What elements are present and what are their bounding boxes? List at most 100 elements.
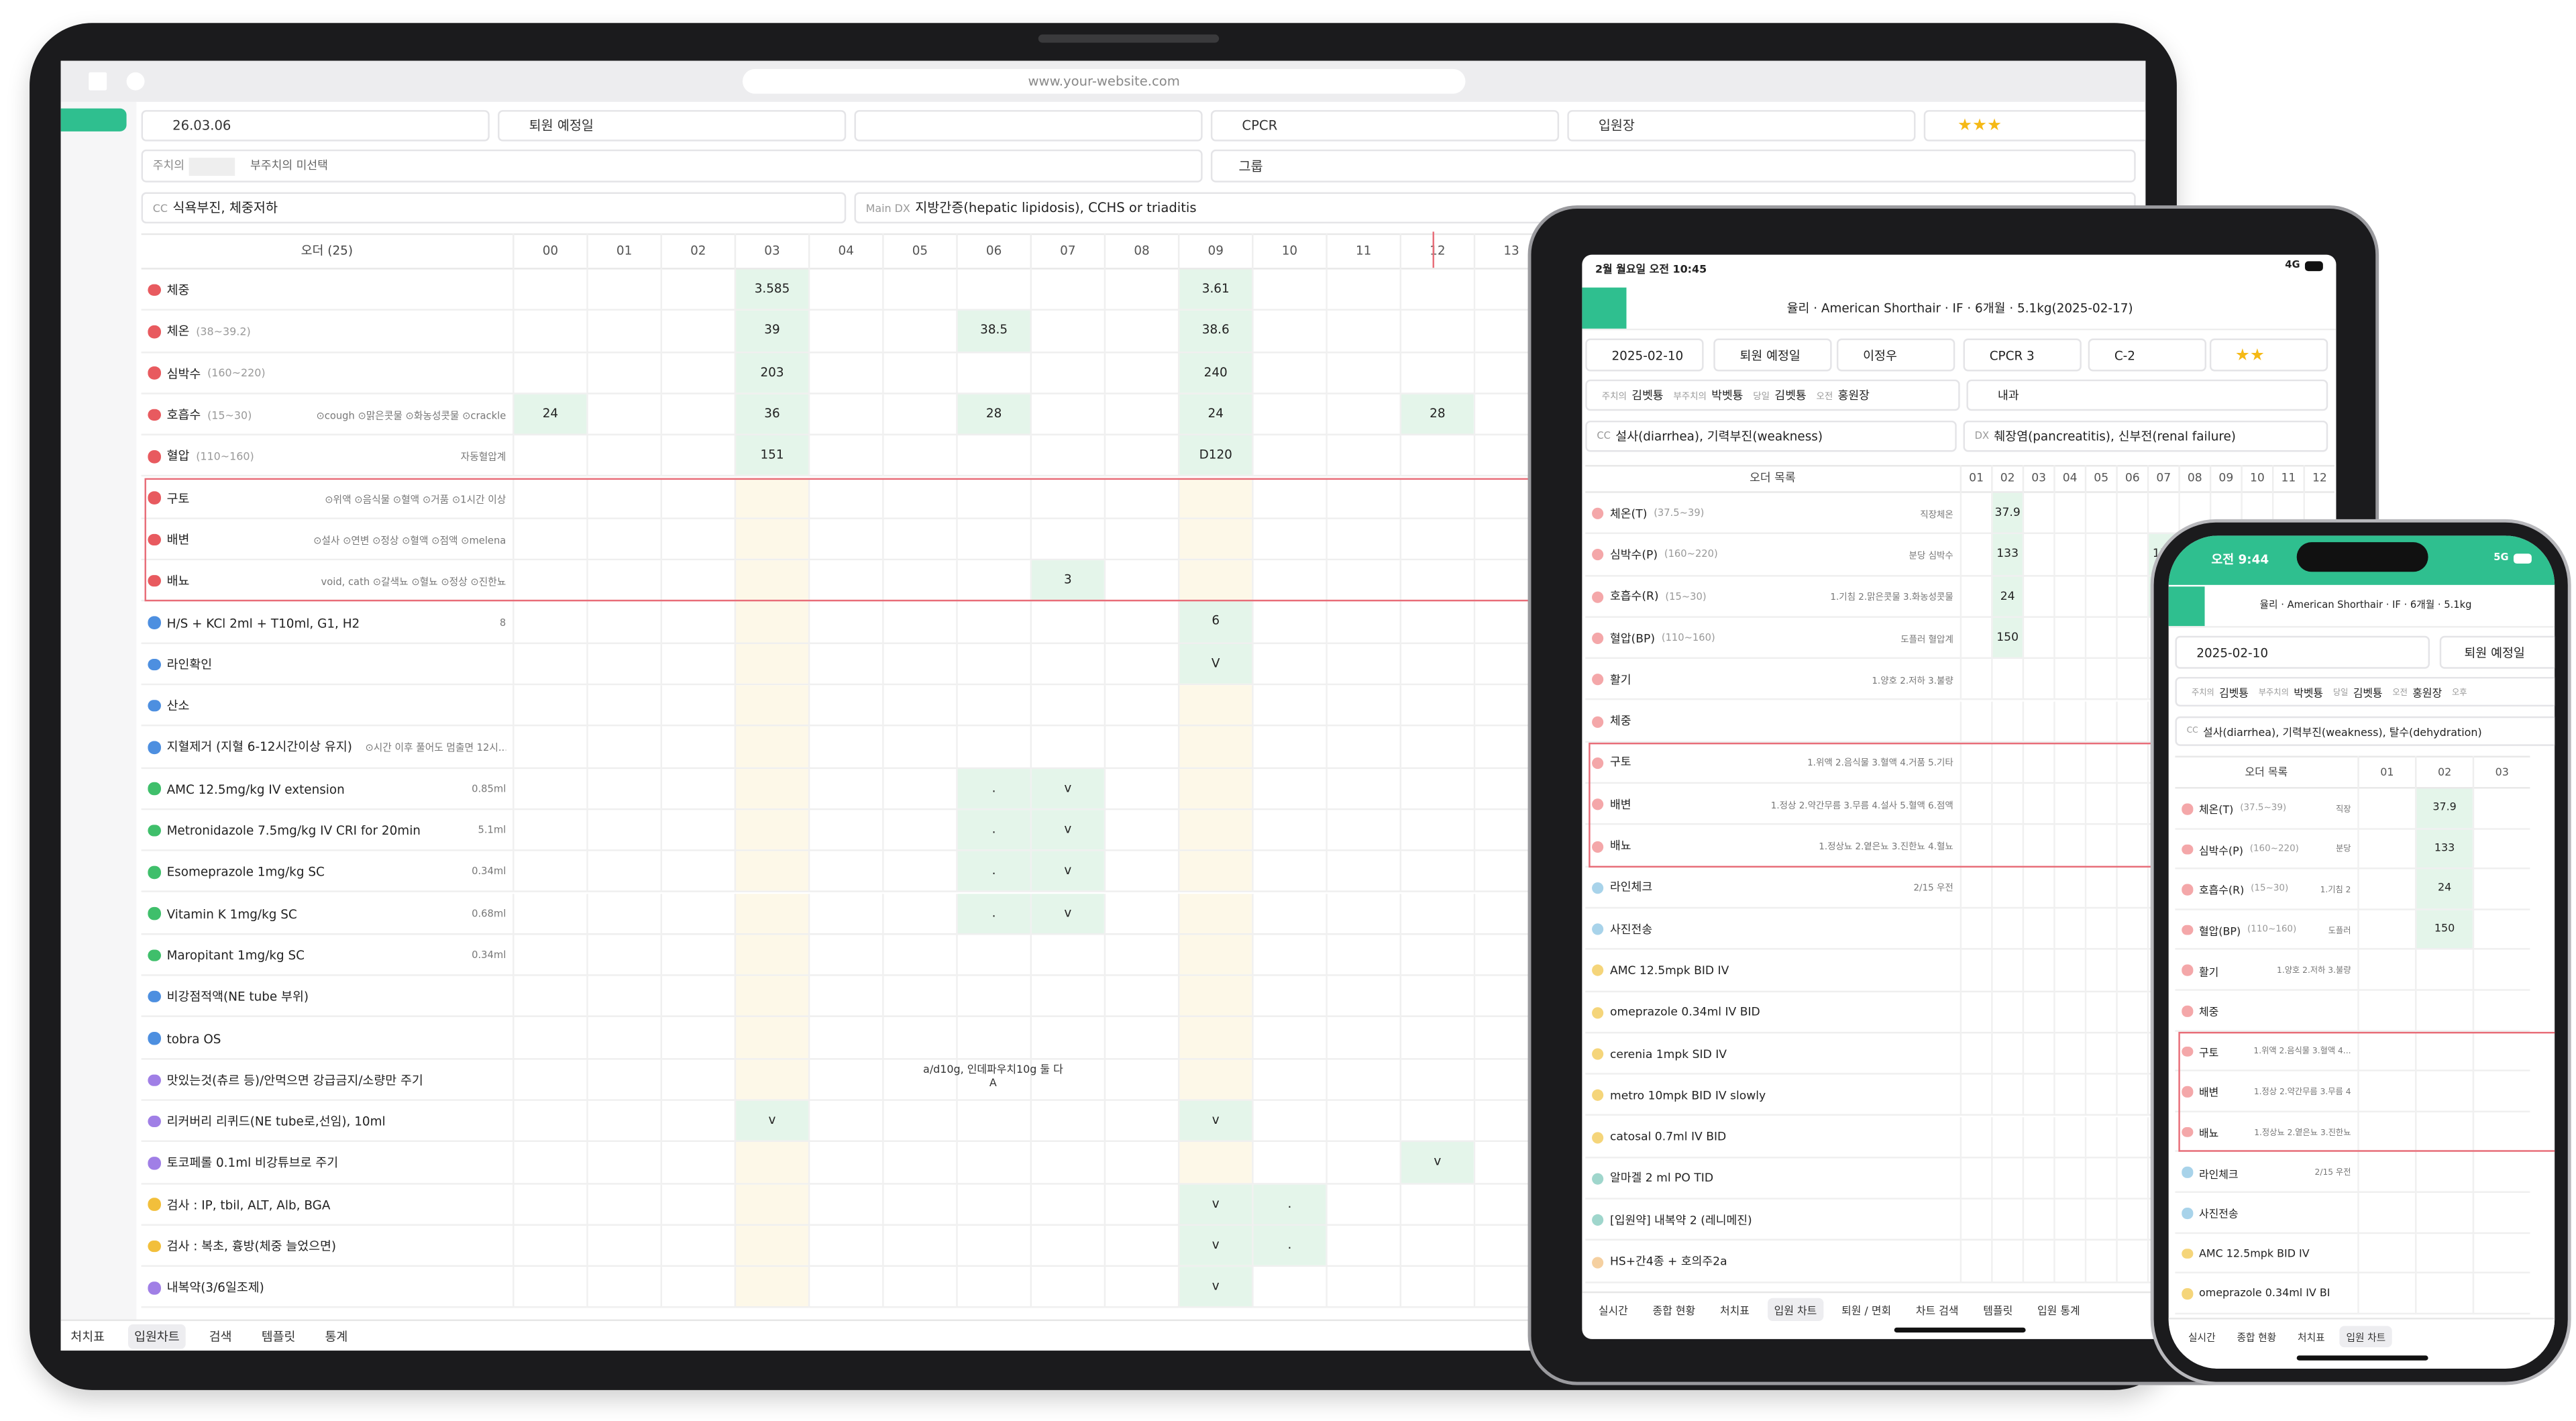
order-name: 구토 bbox=[1610, 756, 1631, 770]
department-field[interactable]: 내과 bbox=[1966, 379, 2328, 411]
cell-divider bbox=[513, 352, 515, 394]
hour-label: 08 bbox=[1104, 233, 1178, 270]
nav-item[interactable]: 입원 차트 bbox=[2339, 1325, 2393, 1347]
cell-divider bbox=[513, 1225, 515, 1267]
cell-value: v bbox=[1031, 893, 1104, 933]
staff-field[interactable]: 주치의 김벳툥 부주치의 박벳툥 당일 김벳툥 오전 홍원장 오후 bbox=[2175, 676, 2555, 707]
cell-divider bbox=[2147, 492, 2149, 535]
header-field[interactable]: CPCR 3 bbox=[1963, 338, 2082, 372]
order-name-cell: 비강점적액(NE tube 부위) bbox=[142, 976, 513, 1018]
cell-divider bbox=[1326, 1100, 1328, 1143]
nav-item[interactable]: 처치표 bbox=[2298, 1331, 2325, 1344]
order-name-cell: HS+간4종 + 호의주2a bbox=[1585, 1241, 1960, 1283]
cell-divider bbox=[808, 311, 810, 353]
nav-item[interactable]: 실시간 bbox=[2188, 1331, 2216, 1344]
nav-item[interactable]: 입원차트 bbox=[127, 1324, 186, 1349]
nav-item[interactable]: 검색 bbox=[209, 1329, 232, 1345]
header-field[interactable]: 이정우 bbox=[1836, 338, 1955, 372]
cell-divider bbox=[2147, 742, 2149, 784]
staff-field[interactable]: 주치의 부주치의 미선택 bbox=[141, 149, 1203, 182]
cell-divider bbox=[660, 1100, 662, 1143]
home-indicator bbox=[2296, 1355, 2428, 1361]
cell-value: 37.9 bbox=[1992, 492, 2023, 533]
nav-item[interactable]: 템플릿 bbox=[1983, 1304, 2013, 1318]
cell-value: 150 bbox=[2416, 910, 2473, 949]
cell-divider bbox=[513, 934, 515, 976]
status-dot bbox=[1592, 923, 1604, 935]
header-field[interactable]: C-2 bbox=[2088, 338, 2206, 372]
cell-divider bbox=[2472, 1031, 2475, 1072]
cell-divider bbox=[2084, 576, 2087, 618]
cell-divider bbox=[2084, 1033, 2087, 1075]
menu-button[interactable] bbox=[1582, 287, 1627, 329]
order-name-cell: 혈압(BP) (110~160) 도플러 bbox=[2175, 910, 2357, 950]
cc-label: CC bbox=[2186, 726, 2198, 737]
header-field[interactable] bbox=[1923, 110, 2146, 142]
nav-item[interactable]: 차트 검색 bbox=[1915, 1304, 1959, 1318]
cell-value: v bbox=[1179, 1225, 1252, 1266]
cell-divider bbox=[2022, 1158, 2025, 1200]
nav-item[interactable]: 입원 통계 bbox=[2037, 1304, 2080, 1318]
cell-divider bbox=[2022, 867, 2025, 909]
menu-button[interactable] bbox=[2168, 586, 2205, 627]
nav-item[interactable]: 처치표 bbox=[1719, 1304, 1750, 1318]
cell-divider bbox=[1104, 435, 1106, 478]
cell-divider bbox=[2053, 784, 2055, 826]
header-field[interactable]: 입원장 bbox=[1567, 110, 1916, 142]
header-field[interactable]: 퇴원 예정일 bbox=[498, 110, 847, 142]
cell-divider bbox=[1104, 519, 1106, 561]
url-bar[interactable]: www.your-website.com bbox=[742, 68, 1466, 94]
dx-field[interactable]: DX 췌장염(pancreatitis), 신부전(renal failure) bbox=[1963, 420, 2328, 452]
order-name: 활기 bbox=[2198, 965, 2219, 979]
cell-divider bbox=[2147, 867, 2149, 909]
header-field[interactable]: 퇴원 예정일 bbox=[2439, 635, 2555, 669]
nav-item[interactable]: 실시간 bbox=[1598, 1304, 1628, 1318]
hour-label: 06 bbox=[956, 233, 1030, 270]
cell-divider bbox=[1399, 269, 1401, 311]
cc-field[interactable]: CC 설사(diarrhea), 기력부진(weakness), 탈수(dehyd… bbox=[2175, 716, 2555, 746]
header-field[interactable]: 퇴원 예정일 bbox=[1713, 338, 1832, 372]
nav-item[interactable]: 템플릿 bbox=[261, 1329, 296, 1345]
cell-divider bbox=[1326, 1017, 1328, 1059]
hour-label: 00 bbox=[513, 233, 586, 270]
header-field[interactable]: 26.03.06 bbox=[141, 110, 490, 142]
header-field[interactable] bbox=[854, 110, 1203, 142]
cell-divider bbox=[734, 685, 737, 727]
status-dot bbox=[148, 1115, 160, 1128]
rating-field[interactable] bbox=[2209, 338, 2328, 372]
cell-divider bbox=[1991, 908, 1993, 951]
staff-field[interactable]: 주치의 김벳툥 부주치의 박벳툥 당일 김벳툥 오전 홍원장 bbox=[1585, 379, 1960, 411]
header-field[interactable]: CPCR bbox=[1210, 110, 1560, 142]
nav-item[interactable]: 퇴원 / 면회 bbox=[1841, 1304, 1892, 1318]
cell-divider bbox=[586, 1267, 588, 1309]
cell-divider bbox=[956, 976, 958, 1018]
cell-divider bbox=[586, 352, 588, 394]
cc-field[interactable]: CC 설사(diarrhea), 기력부진(weakness) bbox=[1585, 420, 1957, 452]
cell-divider bbox=[1177, 685, 1180, 727]
nav-item[interactable]: 처치표 bbox=[70, 1329, 105, 1345]
header-field[interactable]: 2025-02-10 bbox=[1585, 338, 1704, 372]
field-text: 26.03.06 bbox=[172, 118, 231, 134]
order-row bbox=[2175, 1153, 2530, 1193]
orders-title: 오더 목록 bbox=[1750, 471, 1796, 485]
group-field[interactable]: 그룹 bbox=[1210, 149, 2136, 182]
header-field[interactable]: 2025-02-10 bbox=[2175, 635, 2430, 669]
nav-item[interactable]: 통계 bbox=[325, 1329, 348, 1345]
nav-item[interactable]: 입원 차트 bbox=[1767, 1298, 1824, 1321]
status-dot bbox=[148, 782, 160, 796]
cell-divider bbox=[2053, 950, 2055, 992]
order-name-cell: 검사 : IP, tbil, ALT, Alb, BGA bbox=[142, 1184, 513, 1226]
cell-divider bbox=[734, 311, 737, 353]
cell-divider bbox=[2472, 1273, 2475, 1314]
nav-item[interactable]: 종합 현황 bbox=[2237, 1331, 2277, 1344]
staff-name: 홍원장 bbox=[1837, 388, 1870, 402]
cell-value: v bbox=[1401, 1142, 1474, 1183]
grid-header bbox=[2175, 755, 2530, 789]
cc-field[interactable]: CC 식욕부진, 체중저하 bbox=[141, 192, 847, 224]
order-name: HS+간4종 + 호의주2a bbox=[1610, 1255, 1727, 1269]
cell-divider bbox=[1960, 1241, 1962, 1283]
nav-item[interactable]: 종합 현황 bbox=[1652, 1304, 1696, 1318]
order-name-cell: 배뇨 1.정상뇨 2.옅은뇨 3.진한뇨 bbox=[2175, 1112, 2357, 1152]
cell-divider bbox=[2022, 1116, 2025, 1159]
cell-divider bbox=[1252, 934, 1254, 976]
